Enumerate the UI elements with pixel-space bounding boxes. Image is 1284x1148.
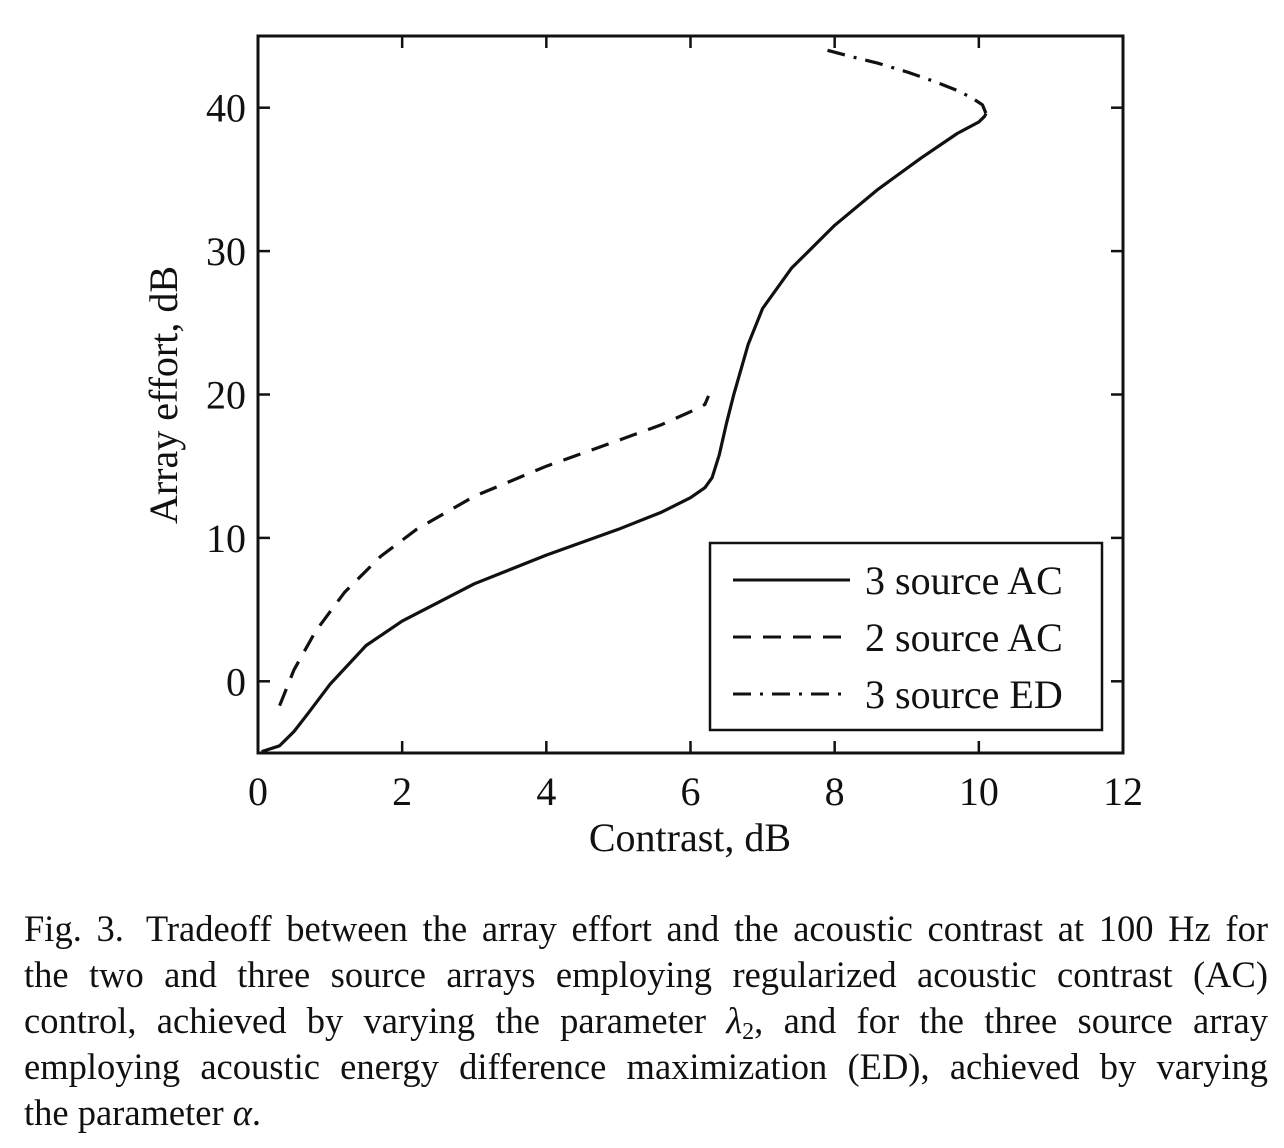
- caption-line-5-end: .: [251, 1092, 262, 1133]
- x-tick-label: 0: [248, 769, 268, 814]
- legend-label-2-source-ac: 2 source AC: [865, 615, 1063, 660]
- legend-label-3-source-ac: 3 source AC: [865, 558, 1063, 603]
- tradeoff-chart: 0 2 4 6 8 10 12 0 10 20 30 40 Contrast, dB Array ef…: [141, 34, 1143, 860]
- y-tick-label: 40: [206, 86, 246, 131]
- y-axis-title: Array effort, dB: [141, 266, 186, 524]
- y-tick-label: 10: [206, 516, 246, 561]
- legend-label-3-source-ed: 3 source ED: [865, 672, 1063, 717]
- caption-alpha-symbol: α: [232, 1092, 252, 1133]
- caption-line-1: Fig. 3. Tradeoff between the array effort…: [24, 906, 1268, 952]
- caption-line-5-start: the parameter: [24, 1092, 233, 1133]
- caption-line-4: employing acoustic energy difference max…: [24, 1046, 1268, 1087]
- caption-line-3-end: , and for the three source array: [754, 1000, 1268, 1041]
- caption-line-3-start: control, achieved by varying the paramet…: [24, 1000, 727, 1041]
- caption-lambda-symbol: λ: [726, 1000, 743, 1041]
- y-tick-label: 30: [206, 229, 246, 274]
- x-tick-label: 8: [825, 769, 845, 814]
- y-tick-label: 0: [226, 659, 246, 704]
- x-tick-label: 12: [1103, 769, 1143, 814]
- series-line-2-source-ac: [278, 395, 710, 707]
- caption-lambda-subscript: 2: [742, 1019, 755, 1045]
- figure-panel: 0 2 4 6 8 10 12 0 10 20 30 40 Contrast, dB Array ef…: [141, 34, 1143, 860]
- x-axis-title: Contrast, dB: [589, 815, 791, 860]
- x-tick-label: 10: [959, 769, 999, 814]
- x-tick-label: 4: [536, 769, 556, 814]
- series-line-3-source-ed: [827, 48, 988, 115]
- caption-line-5: the parameter α.: [24, 1090, 1268, 1136]
- series-line-3-source-ac: [261, 112, 988, 754]
- caption-line-2: the two and three source arrays employin…: [24, 954, 1268, 995]
- x-tick-label: 6: [681, 769, 701, 814]
- x-tick-label: 2: [392, 769, 412, 814]
- caption-line-3: control, achieved by varying the paramet…: [24, 998, 1268, 1044]
- caption-figure-number: Fig. 3.: [24, 908, 124, 949]
- figure-caption: Fig. 3. Tradeoff between the array effort…: [24, 906, 1268, 1136]
- caption-line-1-text: Tradeoff between the array effort and th…: [145, 908, 1268, 949]
- y-tick-label: 20: [206, 373, 246, 418]
- legend: 3 source AC 2 source AC 3 source ED: [708, 541, 1104, 732]
